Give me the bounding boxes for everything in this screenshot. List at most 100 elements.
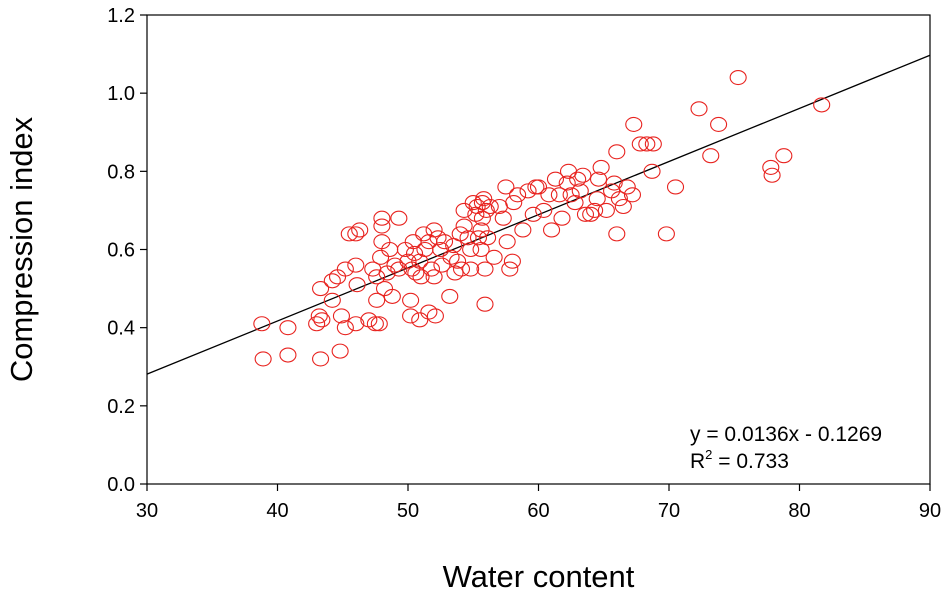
data-point	[501, 261, 519, 277]
data-point	[420, 304, 438, 320]
x-tick-label: 50	[397, 500, 419, 522]
data-point	[631, 136, 649, 152]
data-point	[535, 202, 553, 218]
data-point	[368, 292, 386, 308]
data-point	[462, 241, 480, 258]
data-point	[310, 308, 328, 324]
data-point	[415, 226, 433, 242]
y-axis-title: Compression index	[4, 116, 39, 382]
data-point	[464, 195, 482, 211]
data-point	[638, 136, 656, 152]
data-point	[383, 288, 401, 304]
y-tick-label: 0.4	[107, 318, 135, 340]
data-point	[589, 171, 608, 187]
data-point	[546, 171, 565, 187]
data-point	[666, 179, 685, 195]
data-point	[472, 222, 490, 238]
data-point	[433, 257, 451, 273]
y-tick-label: 0.8	[107, 161, 135, 183]
data-point	[476, 296, 494, 312]
r-squared-exponent: 2	[705, 447, 712, 462]
data-point	[710, 116, 728, 132]
trendline-group	[146, 54, 931, 375]
data-point	[340, 226, 358, 242]
data-point	[373, 218, 391, 234]
data-point	[542, 222, 561, 238]
data-point	[432, 241, 450, 258]
y-tick-label: 0.0	[107, 474, 135, 496]
data-points	[253, 69, 831, 367]
data-point	[313, 312, 331, 328]
data-point	[455, 218, 473, 234]
data-point	[386, 257, 404, 273]
data-point	[558, 175, 576, 191]
data-point	[763, 167, 781, 183]
data-point	[690, 101, 708, 117]
data-point	[473, 210, 491, 226]
x-tick-label: 90	[919, 500, 941, 522]
y-tick-label: 0.2	[107, 396, 135, 418]
data-point	[442, 249, 460, 265]
data-point	[614, 198, 632, 215]
data-point	[308, 316, 326, 332]
r-squared-value: = 0.733	[712, 450, 788, 473]
data-point	[347, 226, 365, 242]
trendline	[146, 54, 931, 375]
data-point	[481, 198, 499, 215]
data-point	[425, 222, 443, 238]
data-point	[422, 261, 441, 277]
r-squared-label: R2 = 0.733	[690, 447, 789, 473]
data-point	[446, 265, 464, 281]
data-point	[588, 191, 606, 207]
data-point	[425, 269, 443, 285]
data-point	[813, 97, 831, 113]
data-point	[351, 222, 369, 238]
data-point	[610, 191, 628, 207]
data-point	[426, 308, 444, 324]
data-point	[469, 230, 488, 246]
data-point	[625, 116, 643, 132]
data-point	[657, 226, 675, 242]
x-axis-title: Water content	[443, 559, 635, 594]
data-point	[582, 206, 600, 222]
data-point	[323, 292, 341, 308]
data-point	[279, 347, 297, 363]
data-point	[550, 187, 568, 203]
data-point	[368, 269, 386, 285]
data-point	[571, 183, 589, 199]
data-point	[605, 175, 623, 191]
data-point	[336, 261, 354, 277]
data-point	[524, 206, 542, 222]
data-point	[643, 163, 661, 179]
data-point	[372, 249, 390, 265]
data-point	[373, 210, 391, 226]
data-point	[509, 187, 527, 203]
data-point	[405, 245, 424, 261]
data-point	[592, 159, 610, 175]
data-point	[332, 308, 350, 324]
plot-frame	[146, 14, 931, 485]
data-point	[623, 187, 642, 203]
data-point	[576, 206, 595, 222]
data-point	[253, 316, 271, 332]
data-point	[476, 261, 494, 277]
data-point	[312, 281, 330, 297]
data-point	[562, 187, 580, 203]
y-tick-label: 0.6	[107, 240, 135, 262]
x-tick-label: 30	[136, 500, 158, 522]
data-point	[435, 234, 454, 250]
data-point	[514, 222, 532, 238]
data-point	[462, 261, 480, 277]
data-point	[449, 253, 467, 269]
data-point	[360, 312, 378, 328]
data-point	[323, 273, 341, 289]
data-point	[498, 234, 516, 250]
data-point	[775, 148, 793, 164]
data-point	[370, 316, 388, 332]
data-point	[336, 320, 354, 336]
data-point	[452, 261, 471, 277]
data-point	[644, 136, 662, 152]
data-point	[402, 292, 420, 308]
data-point	[553, 210, 571, 226]
